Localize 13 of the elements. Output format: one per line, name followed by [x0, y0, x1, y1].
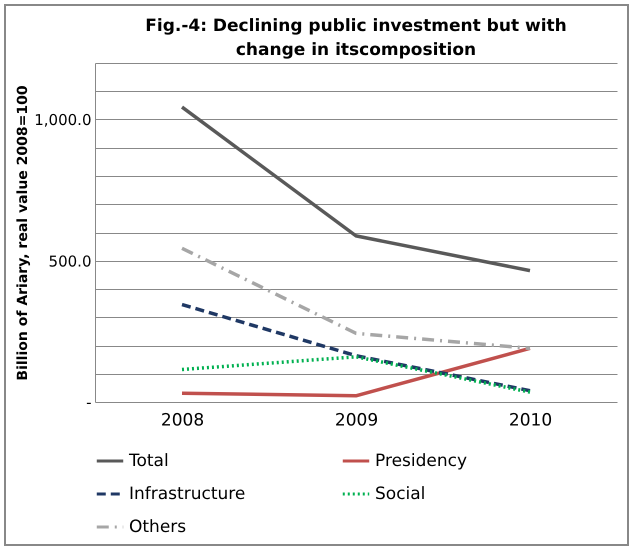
legend-label: Presidency [375, 451, 468, 471]
chart-title: Fig.-4: Declining public investment but with change in itscomposition [145, 16, 567, 60]
x-tick-label: 2009 [334, 410, 378, 430]
y-tick-label: 1,000.0 [34, 111, 92, 129]
x-tick-label: 2010 [508, 410, 552, 430]
x-tick-label: 2008 [160, 410, 204, 430]
y-tick-label: 500.0 [48, 252, 92, 270]
legend-label: Total [128, 451, 169, 471]
legend-label: Infrastructure [129, 484, 246, 504]
legend-label: Social [375, 484, 426, 504]
y-tick-label: - [86, 394, 92, 412]
legend-label: Others [129, 517, 186, 537]
y-axis-title: Billion of Ariary, real value 2008=100 [15, 85, 32, 381]
